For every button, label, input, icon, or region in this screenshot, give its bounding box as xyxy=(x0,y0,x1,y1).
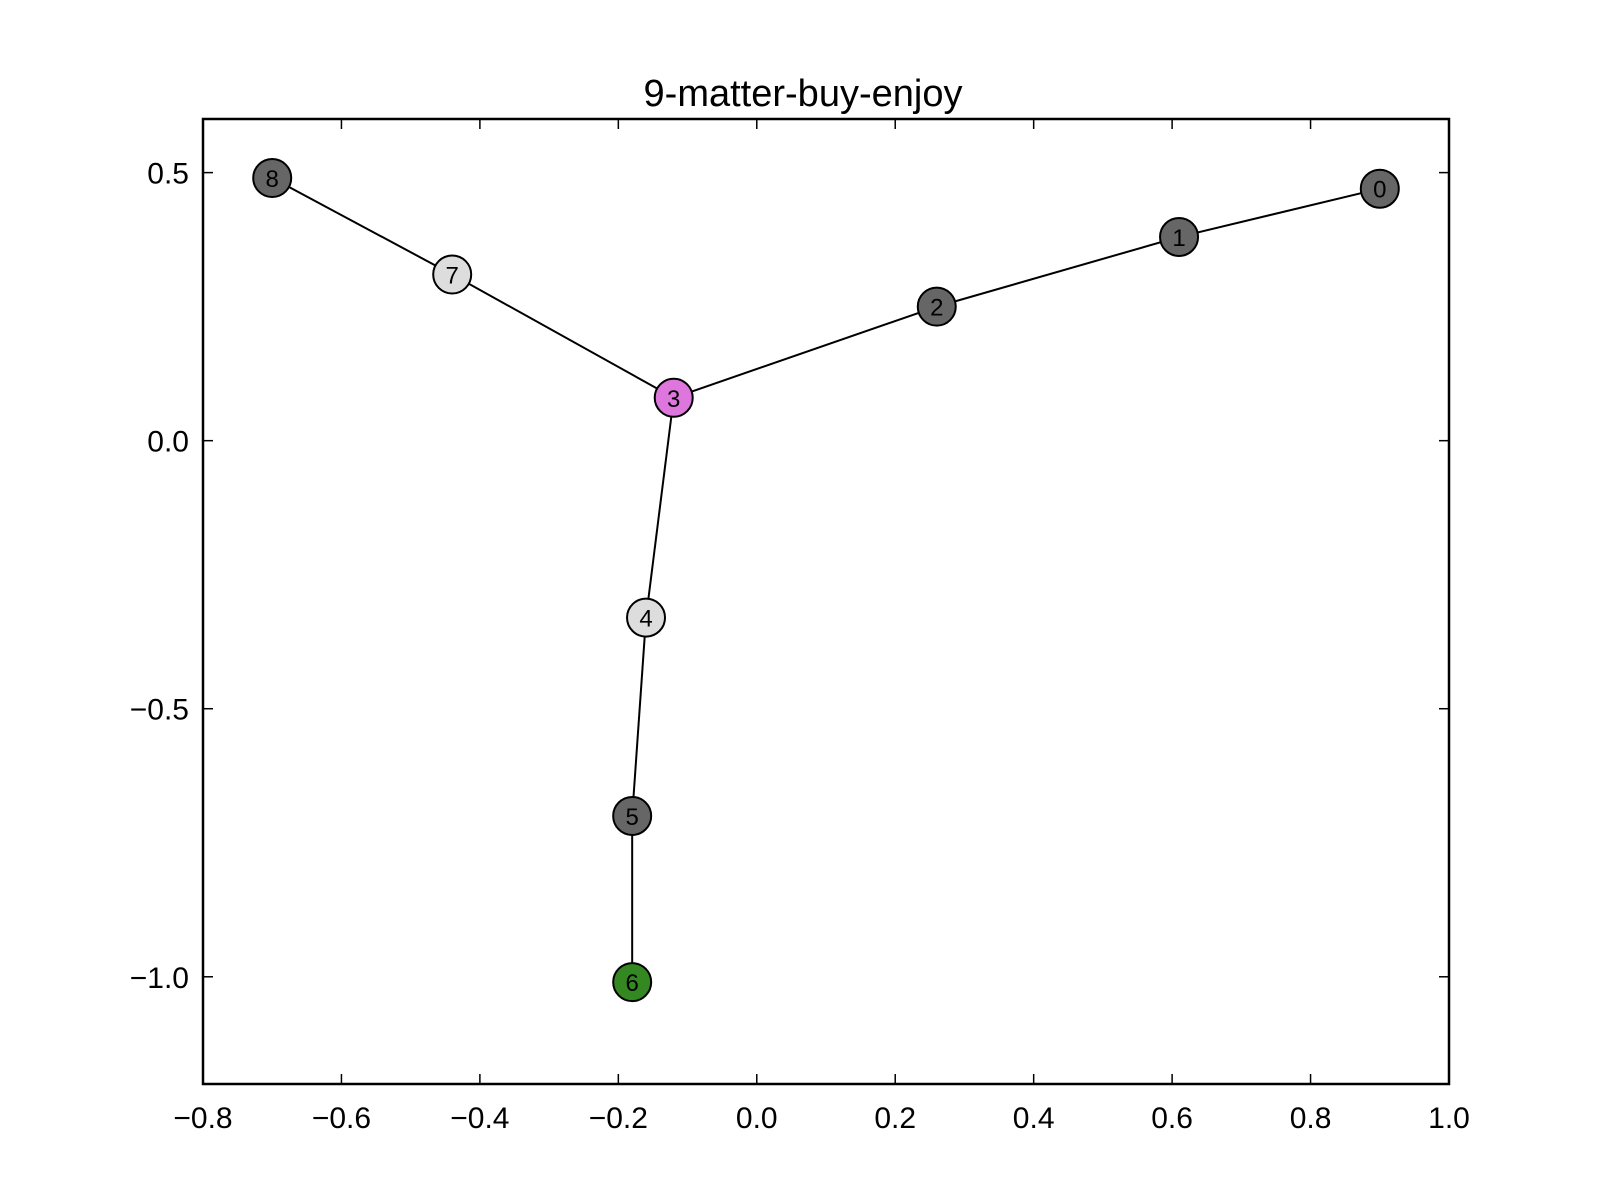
node-8 xyxy=(252,157,293,198)
x-tick-label: 0.2 xyxy=(874,1102,916,1135)
y-tick-label: 0.0 xyxy=(147,426,189,459)
y-tick-label: −1.0 xyxy=(130,962,189,995)
edge-3-4 xyxy=(645,397,675,618)
chart-title: 9-matter-buy-enjoy xyxy=(644,73,963,115)
node-label-1: 1 xyxy=(1172,225,1185,252)
edge-1-2 xyxy=(936,235,1180,308)
nodes-layer: 0 1 2 3 4 5 6 7 8 xyxy=(252,157,1400,1003)
ticks-layer: −0.8 −0.6 −0.4 −0.2 0.0 0.2 0.4 0.6 0.8 1.0 0.5 0.0… xyxy=(130,119,1470,1135)
node-label-2: 2 xyxy=(930,295,943,322)
node-1 xyxy=(1159,216,1200,257)
edge-0-1 xyxy=(1178,187,1381,238)
x-tick-label: −0.6 xyxy=(312,1102,371,1135)
edge-3-7 xyxy=(451,273,675,399)
x-tick-label: 0.4 xyxy=(1013,1102,1055,1135)
node-3 xyxy=(653,377,694,418)
y-tick-label: −0.5 xyxy=(130,694,189,727)
node-label-0: 0 xyxy=(1373,177,1386,204)
node-2 xyxy=(916,286,957,327)
x-tick-label: 0.0 xyxy=(736,1102,778,1135)
node-label-5: 5 xyxy=(625,804,638,831)
node-7 xyxy=(432,254,473,295)
node-label-8: 8 xyxy=(266,166,279,193)
x-tick-label: 0.6 xyxy=(1151,1102,1193,1135)
node-label-3: 3 xyxy=(667,386,680,413)
node-6 xyxy=(612,962,653,1003)
x-tick-label: −0.4 xyxy=(450,1102,509,1135)
y-tick-label: 0.5 xyxy=(147,158,189,191)
node-label-7: 7 xyxy=(446,262,459,289)
x-tick-label: 1.0 xyxy=(1428,1102,1470,1135)
x-tick-label: −0.8 xyxy=(173,1102,232,1135)
edge-7-8 xyxy=(271,177,453,276)
x-tick-label: −0.2 xyxy=(589,1102,648,1135)
node-label-4: 4 xyxy=(639,606,652,633)
plot-frame xyxy=(201,117,1451,1086)
node-5 xyxy=(612,795,653,836)
node-4 xyxy=(626,597,667,638)
node-label-6: 6 xyxy=(625,970,638,997)
edge-4-5 xyxy=(631,617,648,817)
edges-layer xyxy=(271,177,1381,983)
x-tick-label: 0.8 xyxy=(1290,1102,1332,1135)
edge-2-3 xyxy=(673,305,938,399)
node-0 xyxy=(1359,168,1400,209)
